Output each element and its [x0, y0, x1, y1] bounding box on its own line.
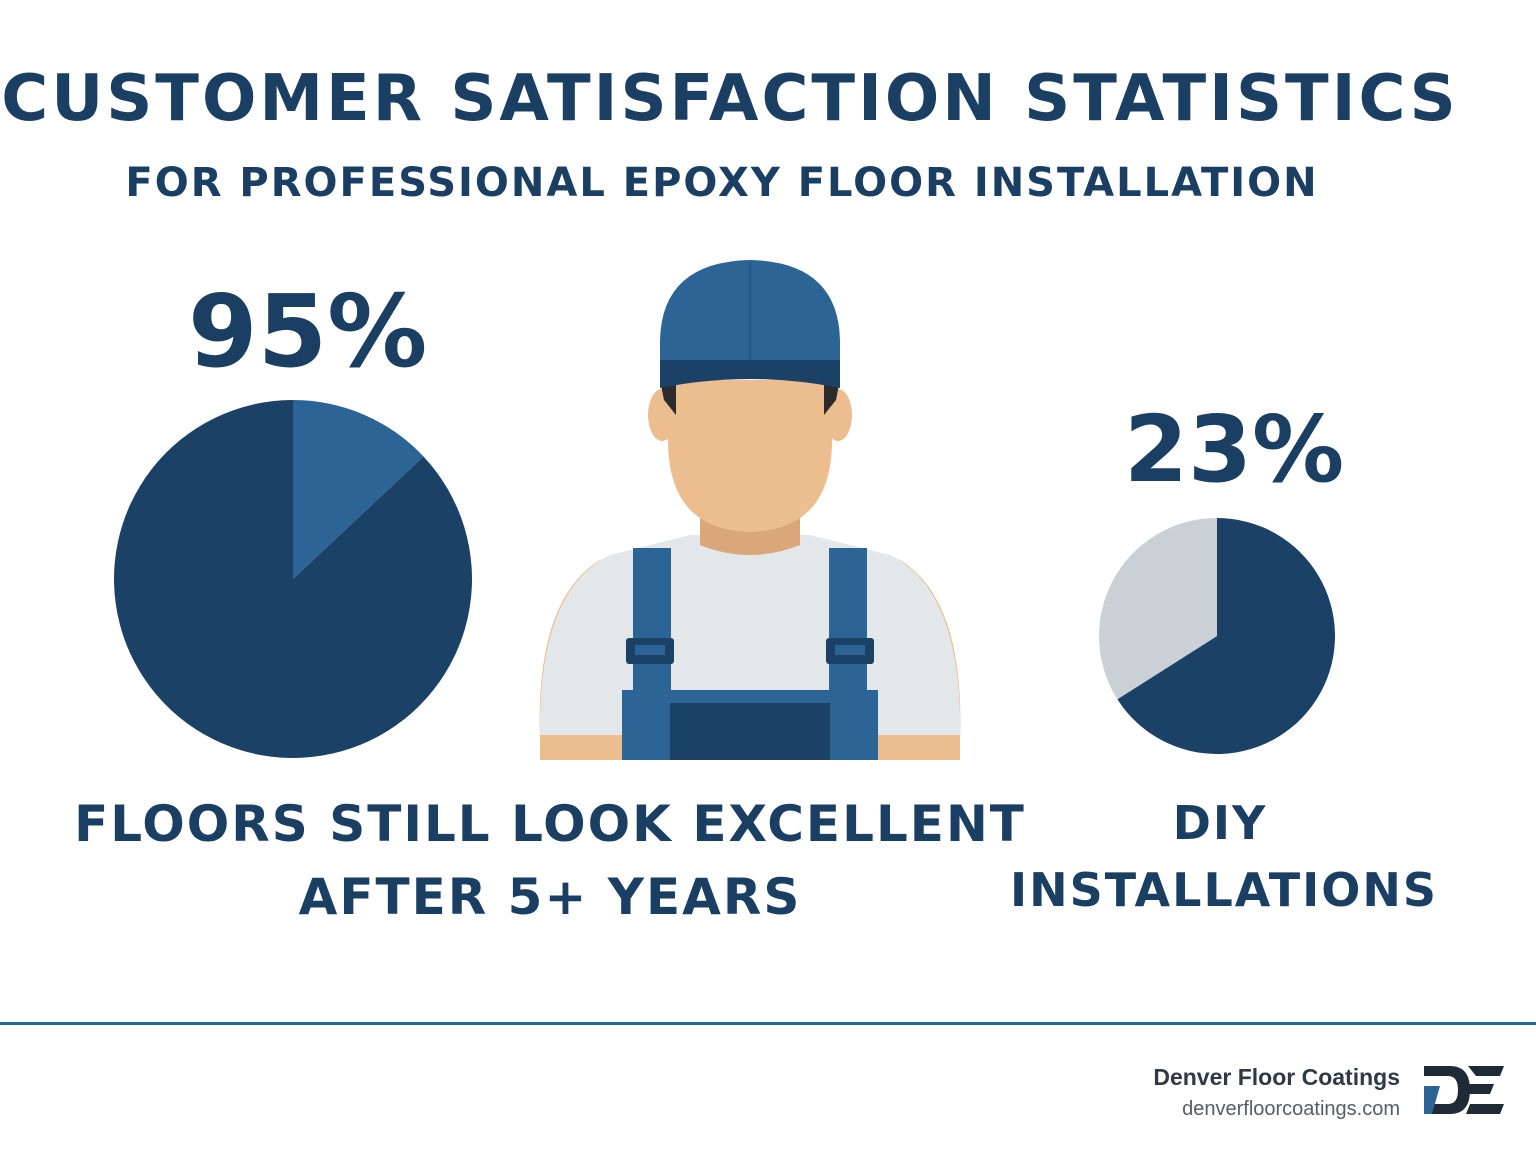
company-name: Denver Floor Coatings: [1153, 1064, 1400, 1090]
pie-slice: [1098, 518, 1217, 700]
pie-slice: [113, 400, 472, 758]
caption-line: AFTER 5+ YEARS: [298, 867, 802, 926]
stat-value-diy: 23%: [1124, 396, 1345, 503]
caption-line: FLOORS STILL LOOK EXCELLENT: [74, 795, 1026, 853]
pie-chart-diy: [1098, 518, 1335, 754]
company-url[interactable]: denverfloorcoatings.com: [1182, 1098, 1400, 1120]
dfc-logo-icon: [1424, 1066, 1504, 1114]
caption-diy: DIY INSTALLATIONS: [1010, 790, 1439, 923]
page-subtitle: FOR PROFESSIONAL EPOXY FLOOR INSTALLATIO…: [125, 160, 1319, 206]
caption-professional: FLOORS STILL LOOK EXCELLENT AFTER 5+ YEA…: [60, 788, 1040, 933]
caption-line: DIY: [1172, 796, 1268, 850]
caption-line: INSTALLATIONS: [1010, 862, 1439, 917]
pie-slice: [293, 400, 424, 579]
footer-divider: [0, 1022, 1536, 1025]
worker-icon: [539, 260, 961, 760]
page-title: CUSTOMER SATISFACTION STATISTICS: [1, 62, 1459, 136]
pie-chart-professional: [113, 400, 472, 758]
pie-slice: [1117, 518, 1335, 754]
stat-value-professional: 95%: [188, 273, 428, 390]
